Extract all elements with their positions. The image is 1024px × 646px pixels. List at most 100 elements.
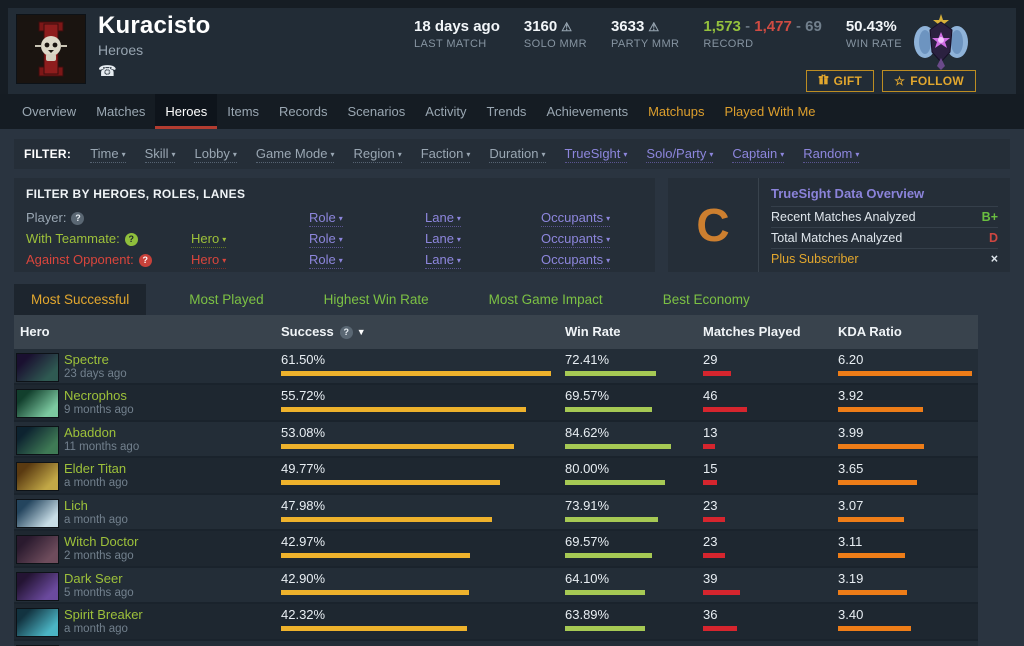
help-icon[interactable]: ? <box>71 212 85 225</box>
role-dropdown[interactable]: Role ▾ <box>309 210 343 227</box>
cell-win_rate: 72.41% <box>565 352 610 367</box>
bar-matches <box>703 589 740 595</box>
tab-most-game-impact[interactable]: Most Game Impact <box>488 292 603 307</box>
hero-portrait[interactable] <box>16 571 59 601</box>
hero-dropdown[interactable]: Hero ▾ <box>191 252 227 269</box>
lane-dropdown[interactable]: Lane ▾ <box>425 231 461 248</box>
filter-dropdown-skill[interactable]: Skill ▾ <box>144 146 176 163</box>
column-header-matches-played[interactable]: Matches Played <box>703 324 801 339</box>
column-header-win-rate[interactable]: Win Rate <box>565 324 621 339</box>
nav-tab-overview[interactable]: Overview <box>22 104 77 119</box>
close-icon[interactable]: × <box>990 252 998 266</box>
tab-highest-win-rate[interactable]: Highest Win Rate <box>323 292 429 307</box>
nav-tab-matchups[interactable]: Matchups <box>648 104 705 119</box>
role-dropdown-cell: Role ▾ <box>309 231 425 248</box>
occupants-dropdown[interactable]: Occupants ▾ <box>541 252 611 269</box>
hero-link[interactable]: Abaddon <box>64 424 117 440</box>
filter-dropdown-region[interactable]: Region ▾ <box>353 146 402 163</box>
column-header-success[interactable]: Success? ▼ <box>281 324 366 339</box>
help-icon[interactable]: ? <box>124 233 138 246</box>
filter-dropdown-lobby[interactable]: Lobby ▾ <box>194 146 237 163</box>
header-buttons: GIFT ☆ FOLLOW <box>805 70 976 92</box>
nav-tab-matches[interactable]: Matches <box>96 104 146 119</box>
hero-dropdown[interactable]: Hero ▾ <box>191 231 227 248</box>
lane-dropdown-cell: Lane ▾ <box>425 252 541 269</box>
nav-tab-trends[interactable]: Trends <box>486 104 527 119</box>
filter-dropdown-solo-party[interactable]: Solo/Party ▾ <box>646 146 714 163</box>
nav-tab-activity[interactable]: Activity <box>425 104 467 119</box>
hero-link[interactable]: Elder Titan <box>64 461 127 477</box>
help-icon[interactable]: ? <box>138 254 152 267</box>
hero-last-played: a month ago <box>64 623 128 636</box>
record-wins: 1,573 <box>703 18 741 35</box>
role-dropdown-cell: Role ▾ <box>309 252 425 269</box>
hero-link[interactable]: Spirit Breaker <box>64 607 143 623</box>
column-header-label: KDA Ratio <box>838 324 902 339</box>
occupants-dropdown[interactable]: Occupants ▾ <box>541 231 611 248</box>
truesight-row-label: Recent Matches Analyzed <box>771 210 916 224</box>
cell-kda: 3.07 <box>838 497 864 513</box>
hero-portrait[interactable] <box>16 425 59 455</box>
tab-most-successful[interactable]: Most Successful <box>14 284 147 315</box>
cell-kda: 3.92 <box>838 388 864 404</box>
hero-portrait[interactable] <box>16 644 59 646</box>
role-dropdown[interactable]: Role ▾ <box>309 231 343 248</box>
hero-portrait[interactable] <box>16 535 59 565</box>
lane-dropdown[interactable]: Lane ▾ <box>425 210 461 227</box>
table-header: Hero Success? ▼ Win Rate Matches Played KDA R… <box>14 315 978 349</box>
help-icon[interactable]: ? <box>339 326 353 339</box>
follow-button[interactable]: ☆ FOLLOW <box>882 70 976 92</box>
nav-tab-played-with-me[interactable]: Played With Me <box>724 104 816 119</box>
filter-dropdown-duration[interactable]: Duration ▾ <box>489 146 546 163</box>
hero-last-played: 2 months ago <box>64 550 134 563</box>
hero-link[interactable]: Dark Seer <box>64 570 123 586</box>
nav-tab-records[interactable]: Records <box>279 104 328 119</box>
hero-link[interactable]: Spectre <box>64 352 109 367</box>
role-dropdown[interactable]: Role ▾ <box>309 252 343 269</box>
chevron-down-icon: ▾ <box>338 235 343 244</box>
nav-tab-achievements[interactable]: Achievements <box>546 104 629 119</box>
nav-tab-heroes[interactable]: Heroes <box>155 94 218 129</box>
hero-link[interactable]: Necrophos <box>64 388 127 404</box>
tab-best-economy[interactable]: Best Economy <box>662 292 750 307</box>
hero-portrait[interactable] <box>16 353 59 382</box>
lane-dropdown[interactable]: Lane ▾ <box>425 252 461 269</box>
chevron-down-icon: ▾ <box>855 149 860 159</box>
stat-value: 3633 ⚠ <box>611 18 679 35</box>
filter-dropdown-time[interactable]: Time ▾ <box>90 145 126 163</box>
bar-matches <box>703 553 725 559</box>
filter-dropdown-label: Random <box>803 145 853 161</box>
filter-row-label: Against Opponent: <box>26 252 134 267</box>
gift-button[interactable]: GIFT <box>805 70 875 92</box>
filter-dropdown-random[interactable]: Random ▾ <box>803 145 860 163</box>
chevron-down-icon: ▾ <box>466 149 471 159</box>
nav-tab-items[interactable]: Items <box>227 104 260 119</box>
bar-kda <box>838 443 924 449</box>
hero-link[interactable]: Witch Doctor <box>64 534 139 550</box>
hero-portrait[interactable] <box>16 389 59 419</box>
hero-link[interactable]: Troll Warlord <box>64 644 137 646</box>
bar-matches <box>703 407 747 413</box>
column-header-label: Win Rate <box>565 324 621 339</box>
chevron-down-icon: ▾ <box>397 149 402 159</box>
hero-portrait[interactable] <box>16 608 59 638</box>
cell-matches: 39 <box>703 570 718 586</box>
hero-portrait[interactable] <box>16 462 59 492</box>
occupants-dropdown[interactable]: Occupants ▾ <box>541 210 611 227</box>
filter-dropdown-captain[interactable]: Captain ▾ <box>732 146 785 163</box>
column-header-hero[interactable]: Hero <box>20 324 50 339</box>
link-label: Hero <box>191 231 220 246</box>
hero-link[interactable]: Lich <box>64 497 88 513</box>
filter-dropdown-faction[interactable]: Faction ▾ <box>420 146 471 163</box>
filter-dropdown-game-mode[interactable]: Game Mode ▾ <box>255 146 335 163</box>
cell-kda: 3.11 <box>838 534 863 550</box>
filter-dropdown-label: Time <box>90 145 119 161</box>
filter-dropdown-truesight[interactable]: TrueSight ▾ <box>564 146 628 163</box>
column-header-kda-ratio[interactable]: KDA Ratio <box>838 324 902 339</box>
tab-most-played[interactable]: Most Played <box>189 292 264 307</box>
hero-portrait[interactable] <box>16 498 59 528</box>
warning-icon: ⚠ <box>561 20 573 34</box>
nav-tab-scenarios[interactable]: Scenarios <box>347 104 406 119</box>
cell-win_rate: 76.92% <box>565 644 609 646</box>
bar-success <box>281 589 469 595</box>
